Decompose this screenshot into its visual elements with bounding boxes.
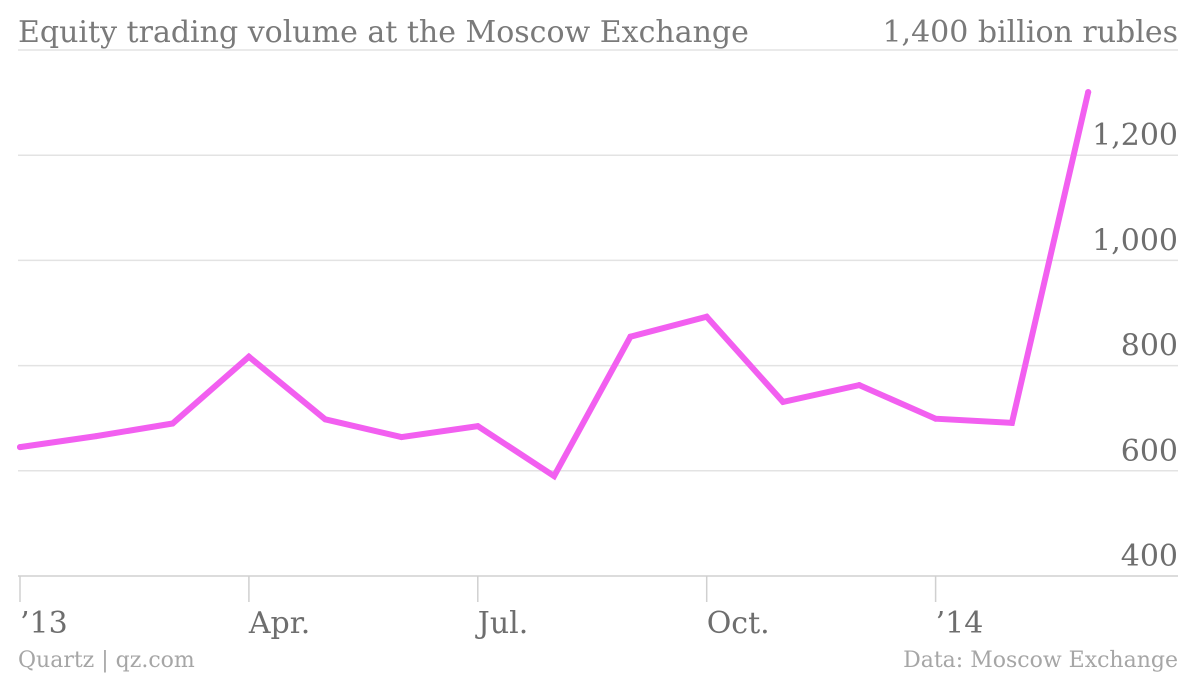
y-tick-label: 1,200 [1092,118,1178,153]
data-point [398,434,405,441]
x-tick-label: ’14 [936,606,984,641]
y-unit-label: 1,400 billion rubles [882,15,1178,50]
data-point [1085,89,1092,96]
data-point [551,473,558,480]
source-credit: Quartz | qz.com [18,648,195,673]
x-tick-label: Oct. [707,606,770,641]
x-axis: ’13 Apr. Jul. Oct. ’14 [19,576,984,641]
y-tick-label: 1,000 [1092,223,1178,258]
data-point [93,433,100,440]
y-tick-label: 800 [1121,329,1178,364]
series-layer [17,89,1092,481]
chart-title: Equity trading volume at the Moscow Exch… [18,15,749,50]
data-source: Data: Moscow Exchange [903,648,1178,673]
data-point [856,382,863,389]
data-point [474,423,481,430]
x-tick-label: Apr. [248,606,310,641]
y-tick-label: 600 [1121,434,1178,469]
y-axis: 400 600 800 1,000 1,200 [1092,118,1178,574]
data-point [322,416,329,423]
data-point [932,415,939,422]
series-line [17,89,1092,481]
grid-lines [18,49,1178,577]
data-point [245,353,252,360]
data-point [703,313,710,320]
data-point [169,420,176,427]
y-tick-label: 400 [1121,539,1178,574]
x-tick-label: Jul. [475,606,528,641]
data-point [627,333,634,340]
x-tick-label: ’13 [20,606,68,641]
data-point [780,398,786,405]
data-point [1008,419,1015,426]
data-point [17,444,23,451]
